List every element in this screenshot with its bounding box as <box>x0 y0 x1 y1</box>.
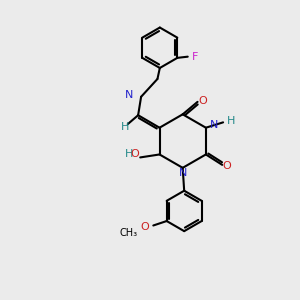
Text: N: N <box>178 168 187 178</box>
Text: O: O <box>140 222 149 232</box>
Text: N: N <box>209 120 218 130</box>
Text: H: H <box>121 122 129 131</box>
Text: H: H <box>227 116 235 126</box>
Text: O: O <box>130 149 139 159</box>
Text: F: F <box>192 52 199 62</box>
Text: N: N <box>124 90 133 100</box>
Text: CH₃: CH₃ <box>120 228 138 238</box>
Text: H: H <box>125 149 134 159</box>
Text: O: O <box>198 96 207 106</box>
Text: O: O <box>223 161 231 171</box>
